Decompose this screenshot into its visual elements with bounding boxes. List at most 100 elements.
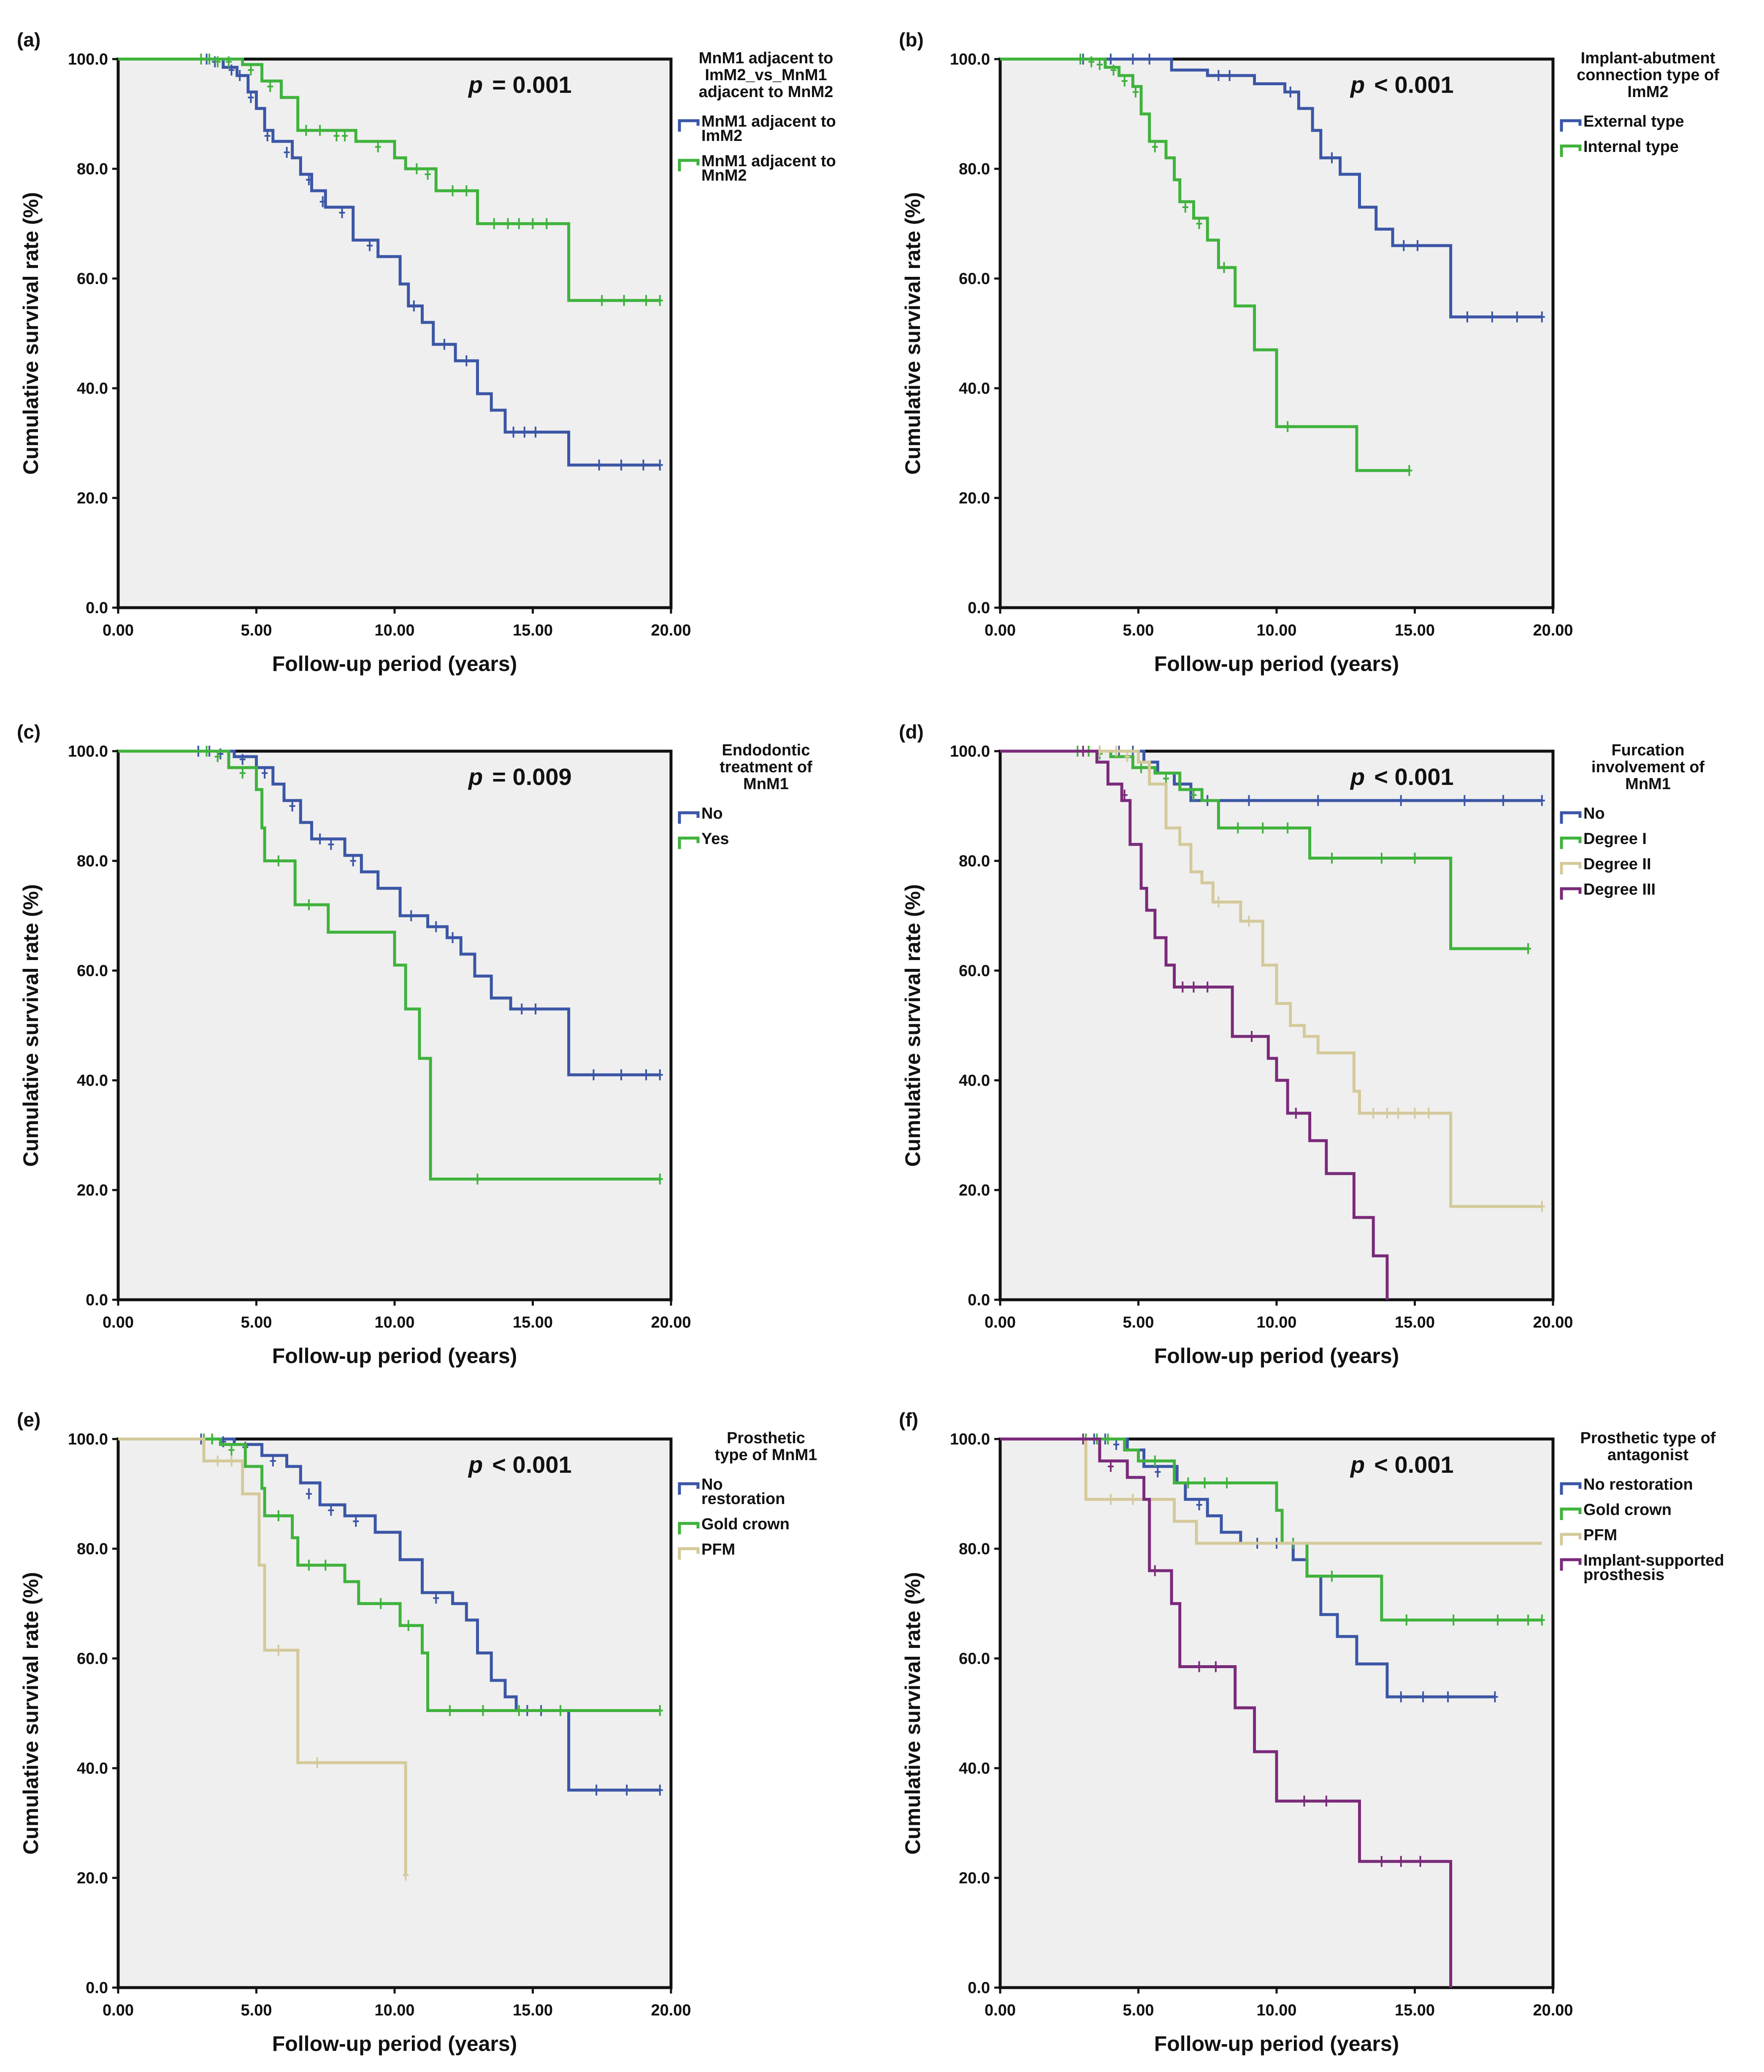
y-tick-label: 100.0 [68, 743, 108, 760]
legend-swatch [678, 811, 700, 824]
y-tick-label: 100.0 [68, 1431, 108, 1448]
y-tick-label: 100.0 [68, 51, 108, 68]
p-value: < 0.001 [492, 1451, 571, 1478]
y-tick-label: 80.0 [77, 160, 108, 178]
x-tick-label: 20.00 [651, 1314, 691, 1331]
y-tick-label: 0.0 [968, 599, 990, 617]
p-symbol: p [1350, 1451, 1365, 1478]
x-tick-label: 0.00 [103, 2002, 134, 2019]
x-tick-label: 5.00 [241, 622, 272, 639]
p-value: < 0.001 [1374, 71, 1453, 98]
x-tick-label: 10.00 [1256, 2002, 1296, 2019]
y-axis-title: Cumulative survival rate (%) [901, 1572, 925, 1855]
y-tick-label: 0.0 [86, 1291, 108, 1309]
legend-swatch [1560, 1558, 1582, 1571]
panel-label: (f) [899, 1409, 918, 1431]
legend-swatch [1560, 144, 1582, 157]
p-value-annotation: p < 0.001 [1350, 71, 1454, 98]
x-tick-label: 5.00 [1123, 2002, 1154, 2019]
legend-label: No restoration [1583, 1476, 1693, 1493]
y-tick-label: 40.0 [77, 1760, 108, 1777]
panel-label: (a) [17, 29, 41, 51]
legend-label: Gold crown [1583, 1501, 1672, 1519]
legend-swatch [1560, 836, 1582, 849]
x-tick-label: 20.00 [651, 622, 691, 639]
y-tick-label: 0.0 [86, 599, 108, 617]
km-series-pfm [1000, 1437, 1542, 1545]
y-tick-label: 40.0 [77, 1072, 108, 1090]
x-tick-label: 15.00 [1395, 1314, 1435, 1331]
p-value-annotation: p = 0.009 [468, 763, 572, 790]
x-axis-title: Follow-up period (years) [1154, 1344, 1399, 1368]
survival-curve [118, 57, 660, 302]
legend-title: Prosthetic type of [1580, 1429, 1716, 1447]
legend-swatch [1560, 1482, 1582, 1495]
km-panel-f: (f) 0.0 20.0 40.0 60.0 80.0 100.0 0.00 5.00 10.00… [890, 1405, 1756, 2072]
plot-area [998, 1437, 1555, 1989]
p-value-annotation: p < 0.001 [1350, 1451, 1454, 1478]
legend-title: MnM1 [1625, 775, 1671, 793]
km-series-external-type [1000, 54, 1545, 322]
x-axis-title: Follow-up period (years) [1154, 652, 1399, 676]
x-tick-label: 15.00 [513, 622, 553, 639]
survival-curve [118, 1437, 660, 1712]
p-symbol: p [1350, 763, 1365, 790]
km-panel-e: (e) 0.0 20.0 40.0 60.0 80.0 100.0 0.00 5.00 10.00… [8, 1405, 874, 2072]
y-axis-title: Cumulative survival rate (%) [19, 884, 43, 1167]
p-value-annotation: p < 0.001 [468, 1451, 572, 1478]
y-tick-label: 80.0 [77, 852, 108, 870]
x-tick-label: 20.00 [651, 2002, 691, 2019]
x-tick-label: 5.00 [1123, 622, 1154, 639]
x-axis-title: Follow-up period (years) [272, 2032, 517, 2056]
x-axis-title: Follow-up period (years) [272, 1344, 517, 1368]
panel-label: (d) [899, 721, 924, 743]
x-axis-title: Follow-up period (years) [1154, 2032, 1399, 2056]
x-tick-label: 5.00 [241, 2002, 272, 2019]
x-tick-label: 10.00 [1256, 622, 1296, 639]
y-tick-label: 20.0 [959, 490, 990, 507]
legend-swatch [1560, 119, 1582, 132]
y-tick-label: 80.0 [959, 1540, 990, 1558]
legend-swatch [1560, 862, 1582, 874]
legend-title: Implant-abutment [1581, 49, 1715, 67]
legend-title: MnM1 [743, 775, 789, 793]
y-tick-label: 20.0 [77, 1182, 108, 1199]
legend-label: Implant-supported [1583, 1552, 1724, 1569]
survival-curve [1000, 749, 1389, 1300]
x-tick-label: 20.00 [1533, 622, 1573, 639]
survival-curve [118, 1437, 407, 1875]
panel-label: (c) [17, 721, 41, 743]
y-tick-label: 0.0 [86, 1979, 108, 1997]
legend-label: Degree III [1583, 881, 1656, 898]
legend-label: No [701, 1476, 723, 1493]
y-tick-label: 20.0 [77, 490, 108, 507]
x-tick-label: 15.00 [513, 1314, 553, 1331]
x-tick-label: 10.00 [374, 2002, 414, 2019]
y-tick-label: 80.0 [77, 1540, 108, 1558]
x-tick-label: 10.00 [374, 1314, 414, 1331]
legend-title: treatment of [720, 758, 812, 776]
survival-curve [118, 57, 660, 467]
legend-label: Degree II [1583, 855, 1651, 873]
plot-area [998, 57, 1555, 609]
legend-label: ImM2 [701, 127, 742, 145]
legend-label: Internal type [1583, 138, 1679, 156]
km-series-gold-crown [118, 1434, 663, 1716]
legend-label: External type [1583, 113, 1684, 130]
y-tick-label: 80.0 [959, 852, 990, 870]
panel-label: (b) [899, 29, 924, 51]
x-tick-label: 10.00 [374, 622, 414, 639]
y-tick-label: 60.0 [959, 270, 990, 288]
km-panel-c: (c) 0.0 20.0 40.0 60.0 80.0 100.0 0.00 5.00 10.00… [8, 717, 874, 1384]
chart-svg: (f) 0.0 20.0 40.0 60.0 80.0 100.0 0.00 5.00 10.00… [899, 1409, 1724, 2056]
km-series-degree-ii [1000, 746, 1545, 1212]
p-value: < 0.001 [1374, 763, 1453, 790]
km-series-implant-supported-prosthesis [1000, 1434, 1453, 1988]
km-panel-a: (a) 0.0 20.0 40.0 60.0 80.0 100.0 0.00 5.00 10.00… [8, 25, 874, 692]
survival-curve [1000, 1437, 1495, 1699]
x-tick-label: 15.00 [1395, 2002, 1435, 2019]
x-tick-label: 20.00 [1533, 2002, 1573, 2019]
p-value: < 0.001 [1374, 1451, 1453, 1478]
p-value-annotation: p = 0.001 [468, 71, 572, 98]
